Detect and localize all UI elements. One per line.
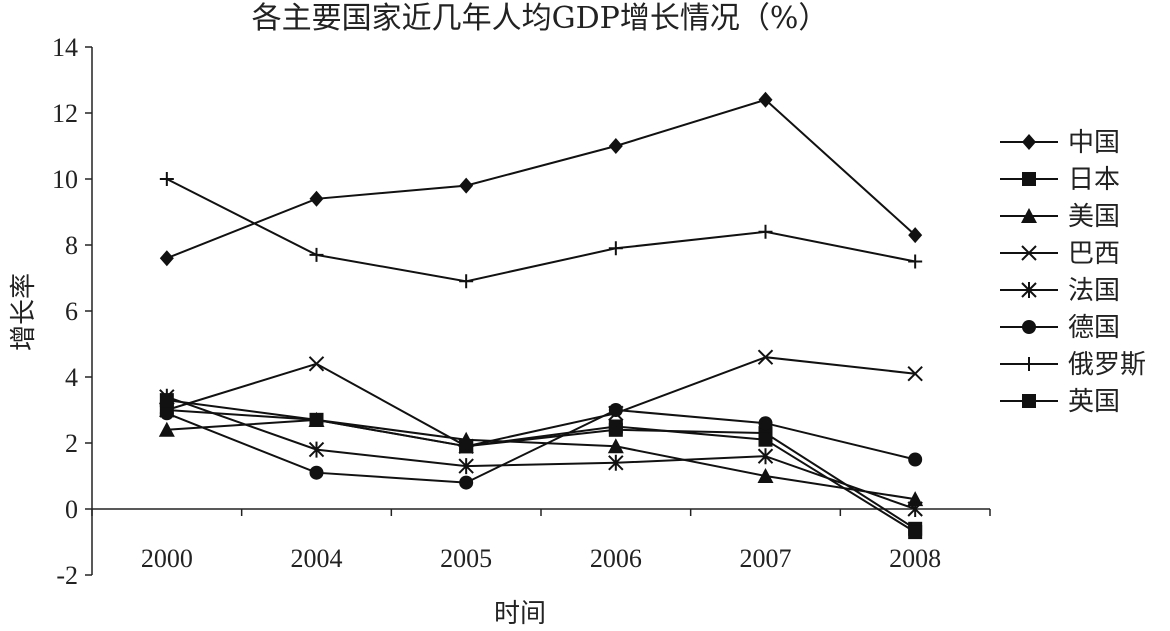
legend-item: 法国 (1000, 276, 1120, 306)
data-point (908, 227, 923, 244)
data-point (309, 412, 324, 427)
data-point (907, 365, 923, 382)
series-line (166, 409, 916, 530)
data-point (757, 468, 774, 483)
data-point (608, 419, 623, 434)
y-tick-label: 10 (52, 165, 78, 194)
y-tick-label: 2 (65, 429, 78, 458)
series-line (166, 418, 916, 501)
series-line (166, 98, 916, 260)
series-line (166, 395, 916, 510)
x-tick-label: 2004 (291, 544, 343, 573)
data-point (608, 454, 624, 471)
data-point (907, 501, 923, 517)
data-point (159, 250, 174, 267)
x-tick-label: 2008 (889, 544, 941, 573)
data-point (908, 254, 923, 269)
data-point (309, 190, 324, 207)
data-point (758, 224, 773, 239)
data-point (158, 421, 175, 437)
series-line (166, 356, 916, 448)
legend-marker (1022, 320, 1036, 334)
legend-item: 德国 (1000, 313, 1120, 343)
data-point (159, 406, 174, 421)
legend-item: 巴西 (1000, 239, 1120, 269)
x-tick-label: 2007 (740, 544, 792, 573)
legend-item: 美国 (1000, 202, 1120, 232)
y-tick-label: 0 (65, 495, 78, 524)
data-point (308, 356, 325, 372)
series-8 (159, 393, 923, 540)
y-tick-label: 6 (65, 297, 78, 326)
legend-marker (1021, 208, 1037, 223)
legend-marker (1021, 282, 1037, 298)
data-point (608, 138, 623, 154)
data-point (908, 525, 923, 540)
plot-area: 14 12 10 8 6 4 2 0 -2 2000 2004 2005 2006 2007 2008 (52, 33, 991, 590)
legend-label: 美国 (1068, 202, 1120, 232)
legend-label: 中国 (1068, 128, 1120, 158)
series-3 (158, 411, 924, 507)
y-tick-label: 4 (65, 363, 78, 392)
data-point (608, 241, 623, 256)
legend-item: 中国 (1000, 128, 1120, 158)
data-point (758, 91, 773, 108)
data-point (458, 458, 474, 475)
data-point (309, 465, 324, 480)
data-point (459, 274, 474, 289)
data-point (309, 247, 324, 262)
series-7 (159, 172, 923, 289)
legend-item: 英国 (1000, 387, 1120, 417)
legend-item: 日本 (1000, 165, 1120, 195)
legend-marker (1022, 172, 1036, 186)
legend-label: 巴西 (1068, 239, 1120, 269)
data-point (308, 441, 325, 458)
legend-item: 俄罗斯 (1000, 350, 1146, 380)
series-line (166, 178, 916, 283)
x-tick-label: 2006 (590, 544, 642, 573)
data-point (459, 475, 474, 490)
legend-label: 法国 (1068, 276, 1120, 306)
data-point (159, 172, 174, 186)
legend-marker (1022, 394, 1036, 408)
legend-label: 日本 (1068, 165, 1120, 195)
legend-label: 俄罗斯 (1068, 350, 1146, 380)
y-axis-title: 增长率 (9, 273, 39, 351)
data-point (608, 403, 623, 417)
data-point (908, 452, 923, 467)
y-tick-label: -2 (56, 561, 78, 590)
data-point (159, 393, 174, 408)
legend-label: 德国 (1068, 313, 1120, 343)
data-point (607, 438, 624, 454)
data-point (757, 349, 774, 365)
series-1 (159, 91, 923, 267)
series-line (166, 399, 916, 533)
series-line (166, 408, 916, 484)
legend-marker (1022, 134, 1036, 150)
y-tick-label: 14 (52, 33, 78, 62)
x-axis-title: 时间 (494, 599, 546, 629)
series-5 (159, 388, 923, 517)
data-point (459, 439, 474, 454)
data-point (758, 432, 773, 447)
data-point (758, 416, 773, 431)
x-tick-label: 2005 (440, 544, 492, 573)
y-tick-label: 8 (65, 231, 78, 260)
legend-marker (1022, 357, 1036, 371)
legend-marker (1021, 245, 1037, 261)
chart-title: 各主要国家近几年人均GDP增长情况（%） (252, 1, 829, 36)
y-tick-label: 12 (52, 99, 78, 128)
data-point (907, 491, 924, 507)
x-tick-label: 2000 (141, 544, 193, 573)
data-point (757, 448, 774, 465)
data-point (459, 177, 474, 194)
legend-label: 英国 (1068, 387, 1120, 417)
series-6 (159, 403, 923, 490)
